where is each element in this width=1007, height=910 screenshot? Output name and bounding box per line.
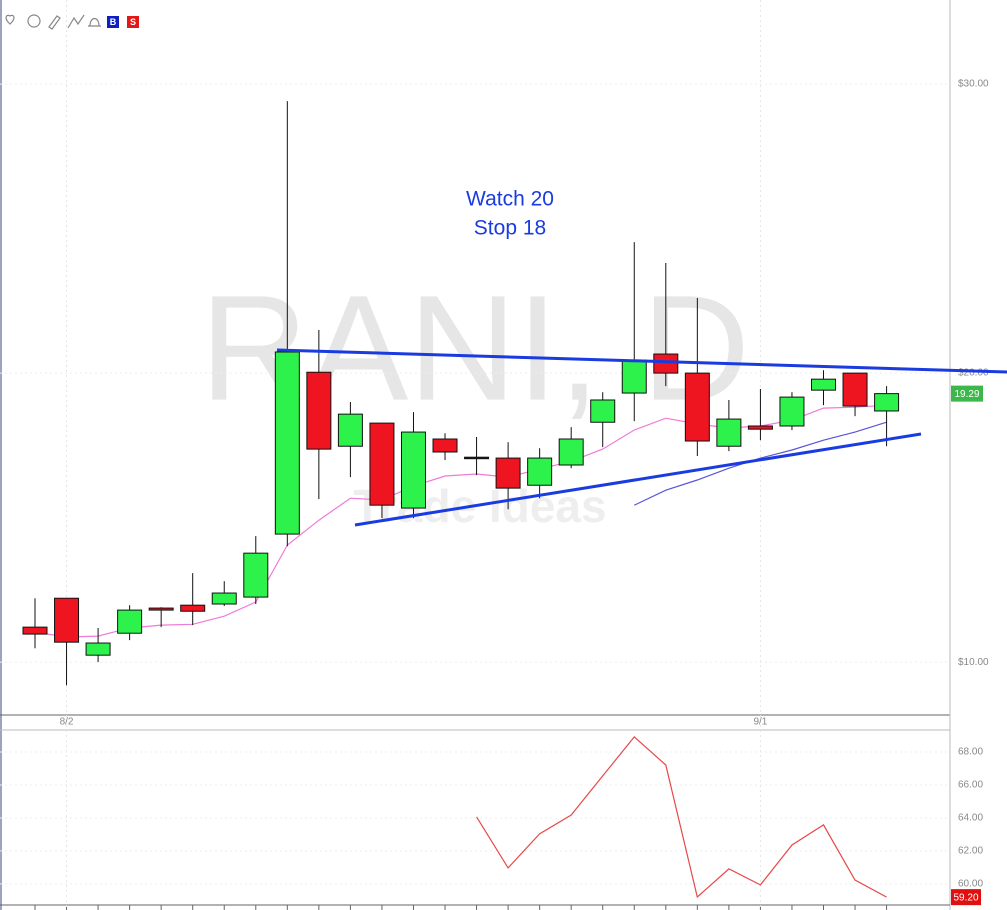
- candle-body: [54, 597, 80, 643]
- indicator-line: [476, 736, 887, 899]
- y-tick-label: 60.00: [958, 879, 983, 890]
- y-tick-label: 64.00: [958, 813, 983, 824]
- candle-body: [22, 626, 48, 635]
- annotation-line: Stop 18: [474, 217, 546, 240]
- candle-body: [306, 371, 332, 450]
- candle-body: [621, 359, 647, 394]
- candle-body: [369, 422, 395, 506]
- candle-body: [180, 604, 206, 612]
- candle-body: [653, 353, 679, 374]
- support-trendline: [354, 432, 922, 527]
- candle-body: [274, 351, 300, 535]
- icon-clock[interactable]: [27, 14, 41, 28]
- y-tick-label: 68.00: [958, 747, 983, 758]
- moving-average: [634, 421, 887, 506]
- candle-body: [148, 607, 174, 611]
- candle-body: [85, 642, 111, 656]
- y-tick-label: $10.00: [958, 657, 989, 668]
- icon-chart[interactable]: [67, 14, 85, 29]
- y-tick-label: 62.00: [958, 846, 983, 857]
- y-tick-label: $30.00: [958, 79, 989, 90]
- buy-label[interactable]: B: [110, 17, 117, 27]
- last-price-label: 19.29: [954, 389, 979, 400]
- resistance-trendline: [276, 348, 1007, 374]
- candle-body: [117, 609, 143, 634]
- last-value-box: [951, 889, 981, 906]
- candle-body: [558, 438, 584, 466]
- candle-body: [337, 413, 363, 447]
- y-tick-label: $20.00: [958, 368, 989, 379]
- y-tick-label: 66.00: [958, 780, 983, 791]
- x-tick-label: 8/2: [60, 717, 74, 728]
- candle-body: [779, 396, 805, 427]
- candle-body: [842, 372, 868, 407]
- candle-body: [464, 456, 490, 460]
- candle-body: [590, 399, 616, 423]
- candle-body: [211, 592, 237, 605]
- icon-alert[interactable]: [88, 17, 101, 27]
- candle-body: [400, 431, 426, 509]
- candle-body: [495, 457, 521, 489]
- sell-label[interactable]: S: [130, 17, 136, 27]
- candle-body: [243, 552, 269, 598]
- annotation-line: Watch 20: [466, 188, 554, 211]
- candle-body: [811, 378, 836, 391]
- last-value-label: 59.20: [953, 892, 978, 903]
- icon-draw[interactable]: [48, 15, 61, 30]
- candle-body: [747, 425, 773, 430]
- candle-body: [716, 418, 742, 447]
- buy-button[interactable]: [107, 16, 119, 28]
- sell-button[interactable]: [127, 16, 139, 28]
- candle-body: [874, 393, 900, 412]
- candle-body: [432, 438, 458, 453]
- candle-body: [527, 457, 553, 486]
- icon-favorite[interactable]: [5, 14, 15, 25]
- x-tick-label: 9/1: [753, 717, 767, 728]
- toolbar: [5, 14, 101, 30]
- moving-average: [34, 404, 887, 638]
- last-price-box: [951, 385, 983, 402]
- candle-body: [684, 372, 710, 442]
